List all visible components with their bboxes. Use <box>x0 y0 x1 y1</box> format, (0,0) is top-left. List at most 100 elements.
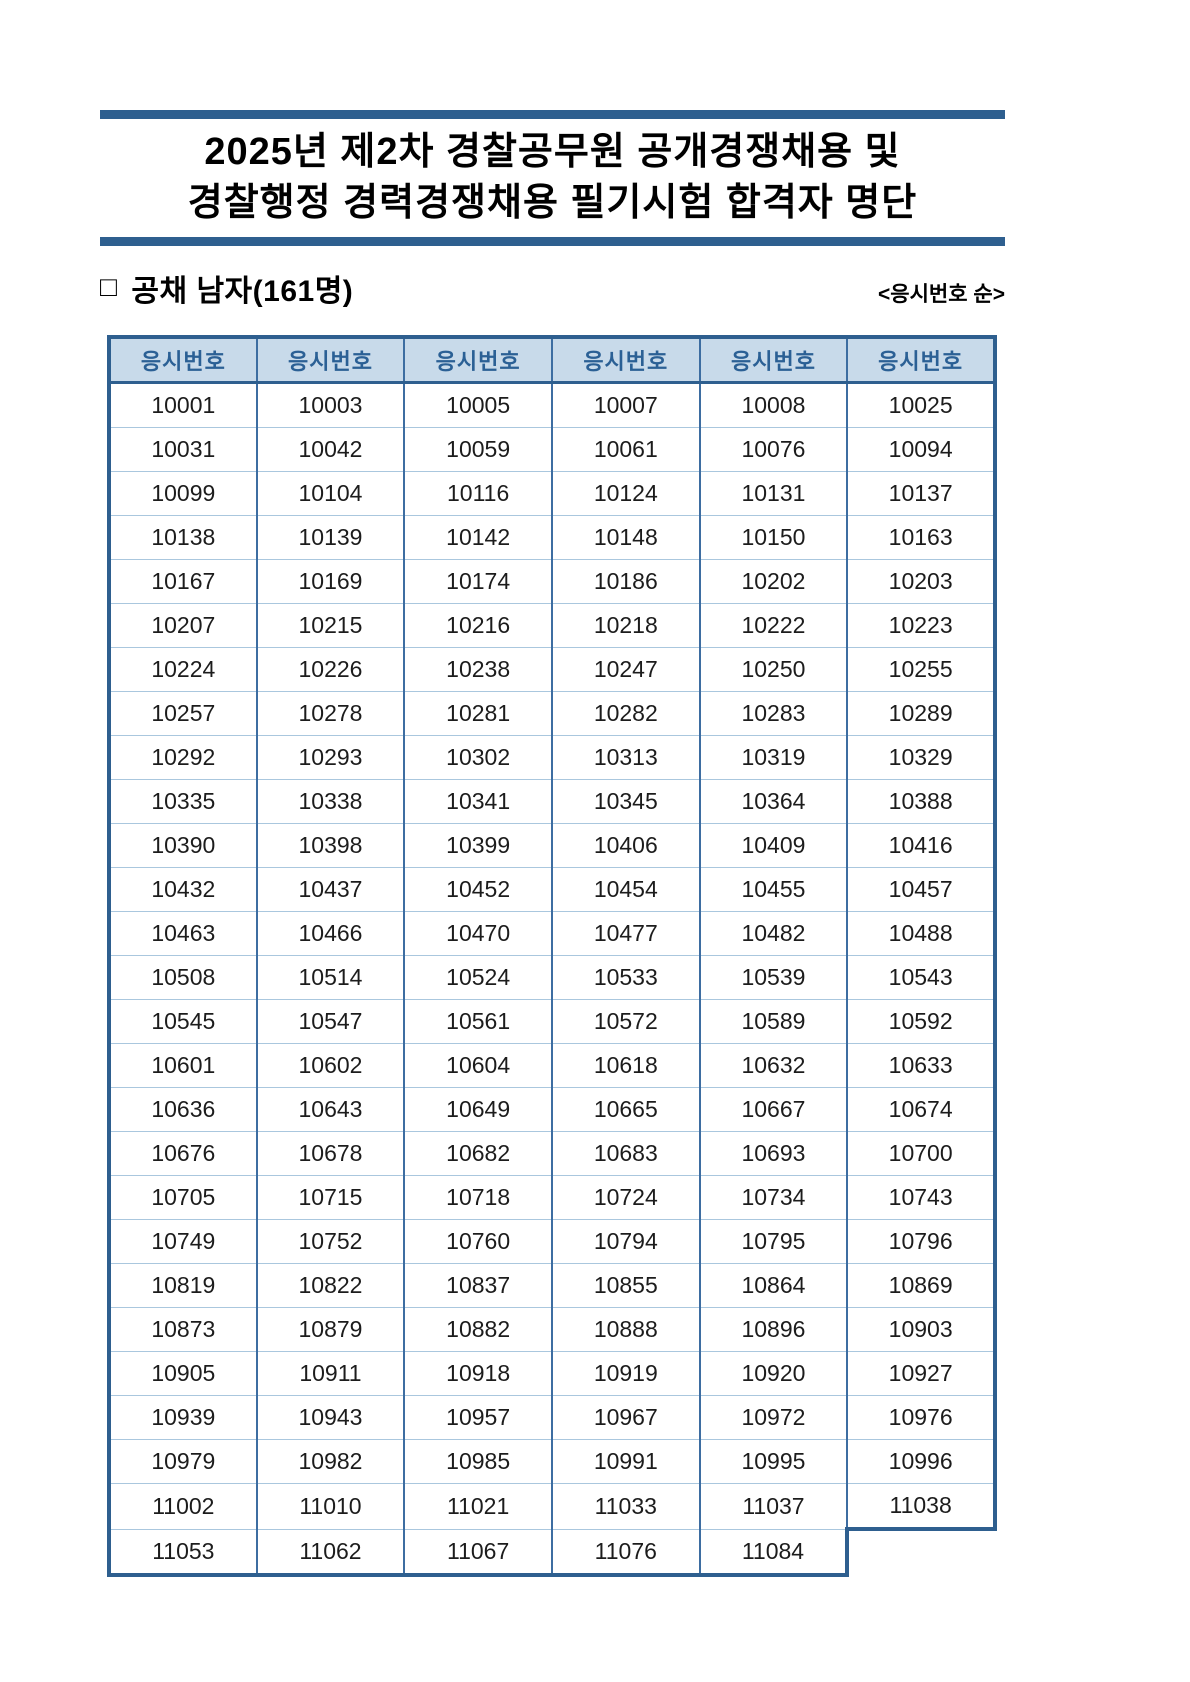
applicant-number-cell: 10399 <box>403 823 553 868</box>
applicant-number-cell: 10477 <box>550 911 701 956</box>
table-row: 10463 10466 10470 10477 10482 10488 <box>107 911 997 956</box>
table-row: 10979 10982 10985 10991 10995 10996 <box>107 1439 997 1484</box>
applicant-number-cell: 10855 <box>550 1263 701 1308</box>
applicant-number-cell: 10463 <box>107 911 258 956</box>
applicant-number-cell: 10257 <box>107 691 258 736</box>
table-body: 10001 10003 10005 10007 10008 10025 10031 10042… <box>107 382 997 1577</box>
applicant-number-cell: 10104 <box>255 471 406 516</box>
table-row: 10257 10278 10281 10282 10283 10289 <box>107 691 997 736</box>
applicant-number-cell: 10996 <box>846 1439 997 1484</box>
column-header: 응시번호 <box>403 335 553 384</box>
applicant-number-cell: 10416 <box>846 823 997 868</box>
applicant-number-cell: 10601 <box>107 1043 258 1088</box>
applicant-number-cell: 10636 <box>107 1087 258 1132</box>
applicant-number-cell: 10278 <box>255 691 406 736</box>
table-row: 10705 10715 10718 10724 10734 10743 <box>107 1175 997 1220</box>
applicant-number-cell: 11033 <box>550 1483 701 1529</box>
applicant-number-cell: 10972 <box>698 1395 849 1440</box>
applicant-number-cell: 10390 <box>107 823 258 868</box>
applicant-number-cell: 10482 <box>698 911 849 956</box>
applicant-number-cell: 10031 <box>107 427 258 472</box>
applicant-number-cell: 10543 <box>846 955 997 1000</box>
applicant-number-cell: 10903 <box>846 1307 997 1352</box>
applicant-number-cell: 10409 <box>698 823 849 868</box>
applicant-number-cell: 10281 <box>403 691 553 736</box>
applicant-number-cell: 10293 <box>255 735 406 780</box>
applicant-number-cell: 10059 <box>403 427 553 472</box>
applicant-number-cell: 10918 <box>403 1351 553 1396</box>
applicant-number-cell: 10514 <box>255 955 406 1000</box>
column-header: 응시번호 <box>698 335 849 384</box>
applicant-number-cell: 10005 <box>403 382 553 428</box>
column-header: 응시번호 <box>255 335 406 384</box>
applicant-number-cell: 10976 <box>846 1395 997 1440</box>
applicant-number-cell: 10678 <box>255 1131 406 1176</box>
applicant-number-cell: 10888 <box>550 1307 701 1352</box>
applicant-number-cell: 10602 <box>255 1043 406 1088</box>
applicant-number-cell: 10341 <box>403 779 553 824</box>
applicant-number-cell: 10760 <box>403 1219 553 1264</box>
empty-notch-cell <box>845 1527 995 1575</box>
applicant-number-cell: 10618 <box>550 1043 701 1088</box>
applicant-number-cell: 10148 <box>550 515 701 560</box>
table-row: 10601 10602 10604 10618 10632 10633 <box>107 1043 997 1088</box>
applicant-number-cell: 10905 <box>107 1351 258 1396</box>
applicant-number-cell: 10138 <box>107 515 258 560</box>
table-row: 10545 10547 10561 10572 10589 10592 <box>107 999 997 1044</box>
table-row: 10749 10752 10760 10794 10795 10796 <box>107 1219 997 1264</box>
applicant-number-cell: 10289 <box>846 691 997 736</box>
applicant-number-cell: 10982 <box>255 1439 406 1484</box>
applicant-number-cell: 10589 <box>698 999 849 1044</box>
applicant-number-cell: 10643 <box>255 1087 406 1132</box>
applicant-number-cell: 10700 <box>846 1131 997 1176</box>
applicant-number-cell: 10139 <box>255 515 406 560</box>
applicant-number-cell: 10302 <box>403 735 553 780</box>
applicant-number-cell: 10282 <box>550 691 701 736</box>
applicant-number-cell: 10682 <box>403 1131 553 1176</box>
applicant-number-cell: 10216 <box>403 603 553 648</box>
applicant-number-cell: 10470 <box>403 911 553 956</box>
applicant-number-cell: 10338 <box>255 779 406 824</box>
applicant-number-cell: 10864 <box>698 1263 849 1308</box>
applicant-number-cell: 10572 <box>550 999 701 1044</box>
applicant-number-cell: 10488 <box>846 911 997 956</box>
table-row: 10508 10514 10524 10533 10539 10543 <box>107 955 997 1000</box>
applicant-number-cell: 10633 <box>846 1043 997 1088</box>
applicant-number-cell: 10345 <box>550 779 701 824</box>
applicant-number-cell: 10545 <box>107 999 258 1044</box>
applicant-number-cell: 10734 <box>698 1175 849 1220</box>
applicant-number-cell: 10879 <box>255 1307 406 1352</box>
table-row: 10905 10911 10918 10919 10920 10927 <box>107 1351 997 1396</box>
sort-order-note: <응시번호 순> <box>878 283 1005 306</box>
table-row: 10939 10943 10957 10967 10972 10976 <box>107 1395 997 1440</box>
applicant-number-cell: 10967 <box>550 1395 701 1440</box>
applicant-number-cell: 10985 <box>403 1439 553 1484</box>
applicant-number-cell: 10238 <box>403 647 553 692</box>
applicant-number-cell: 10795 <box>698 1219 849 1264</box>
applicant-number-cell: 10693 <box>698 1131 849 1176</box>
applicant-number-cell: 10163 <box>846 515 997 560</box>
applicant-number-cell: 10508 <box>107 955 258 1000</box>
applicant-number-cell: 10676 <box>107 1131 258 1176</box>
table-row: 10676 10678 10682 10683 10693 10700 <box>107 1131 997 1176</box>
applicant-number-cell: 10218 <box>550 603 701 648</box>
applicant-number-cell: 10203 <box>846 559 997 604</box>
applicant-number-cell: 10223 <box>846 603 997 648</box>
applicant-number-cell: 10457 <box>846 867 997 912</box>
applicant-number-cell: 10099 <box>107 471 258 516</box>
applicant-number-cell: 10539 <box>698 955 849 1000</box>
applicant-number-cell: 10226 <box>255 647 406 692</box>
applicant-number-cell: 10432 <box>107 867 258 912</box>
title-bottom-rule <box>100 237 1005 246</box>
applicant-number-cell: 10452 <box>403 867 553 912</box>
applicant-number-cell: 10406 <box>550 823 701 868</box>
applicant-number-cell: 11084 <box>698 1528 849 1577</box>
applicant-number-cell: 10919 <box>550 1351 701 1396</box>
table-row: 10292 10293 10302 10313 10319 10329 <box>107 735 997 780</box>
applicant-number-cell: 10169 <box>255 559 406 604</box>
applicant-number-cell: 10388 <box>846 779 997 824</box>
applicant-number-cell: 10674 <box>846 1087 997 1132</box>
applicant-number-cell: 10142 <box>403 515 553 560</box>
applicant-number-cell: 10003 <box>255 382 406 428</box>
applicant-number-cell: 10794 <box>550 1219 701 1264</box>
